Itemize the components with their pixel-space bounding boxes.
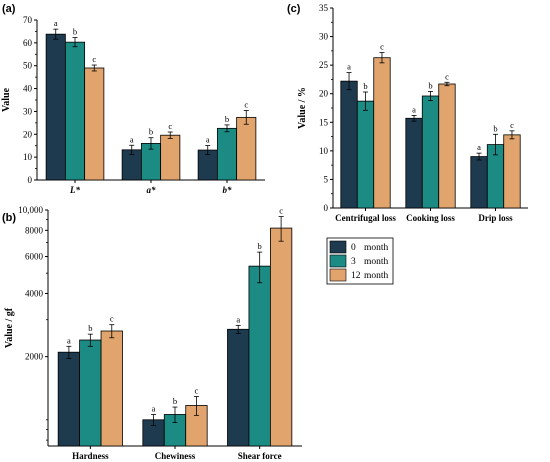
significance-letter: a [477, 142, 481, 152]
x-tick-label: L* [69, 185, 80, 195]
legend-swatch [329, 240, 347, 254]
bar [340, 80, 358, 209]
legend-unit: month [364, 271, 389, 281]
significance-letter: b [173, 396, 177, 406]
y-tick-label: 30 [319, 32, 329, 42]
y-tick-label: 25 [319, 60, 329, 70]
panel-c-label: (c) [287, 3, 301, 15]
legend-unit: month [364, 243, 389, 253]
significance-letter: a [152, 403, 156, 413]
x-tick-label: a* [147, 185, 157, 195]
x-tick-label: b* [223, 185, 233, 195]
significance-letter: a [412, 104, 416, 114]
bar [100, 330, 123, 447]
y-tick-label: 10,000 [18, 205, 43, 215]
y-tick-label: 60 [23, 38, 33, 48]
y-axis-title: Value / gf [4, 307, 15, 348]
bar [79, 339, 102, 447]
significance-letter: c [380, 42, 384, 52]
bar [421, 95, 440, 209]
y-tick-label: 0 [324, 203, 329, 213]
significance-letter: c [92, 54, 96, 64]
legend-swatch [329, 268, 347, 282]
x-tick-label: Centrifugal loss [335, 213, 396, 223]
y-tick-label: 4000 [25, 288, 44, 298]
y-tick-label: 50 [23, 61, 33, 71]
panel-b-label: (b) [2, 212, 16, 224]
y-tick-label: 10 [23, 152, 33, 162]
y-tick-label: 10 [319, 146, 329, 156]
y-tick-label: 40 [23, 84, 33, 94]
y-axis-title: Value [1, 87, 12, 112]
panel-c: (c) 0 5 10 15 20 25 30 35 Value / % a b c Centrifuga… [287, 3, 528, 223]
significance-letter: b [88, 323, 92, 333]
significance-letter: a [54, 18, 58, 28]
legend-number: 0 [351, 243, 356, 253]
y-tick-label: 15 [319, 117, 329, 127]
bar [470, 156, 488, 209]
significance-letter: c [110, 314, 114, 324]
panel-a-label: (a) [2, 3, 16, 15]
panel-a: (a) 0 10 20 30 40 50 60 70 Value a b c L* a b c a* a b c b* [1, 3, 265, 195]
significance-letter: b [428, 80, 432, 90]
bar [84, 67, 105, 181]
significance-letter: b [149, 127, 153, 137]
significance-letter: c [244, 100, 248, 110]
legend-number: 12 [351, 271, 361, 281]
significance-letter: c [445, 71, 449, 81]
bar [356, 100, 375, 209]
bar [64, 41, 86, 181]
y-tick-label: 30 [23, 106, 33, 116]
significance-letter: c [168, 121, 172, 131]
legend-swatch [329, 254, 347, 268]
bar [373, 57, 391, 209]
legend-unit: month [364, 257, 389, 267]
significance-letter: c [195, 386, 199, 396]
bar [248, 265, 271, 447]
bar [503, 134, 521, 209]
significance-letter: c [510, 120, 514, 130]
y-tick-label: 8000 [25, 225, 44, 235]
significance-letter: b [493, 123, 497, 133]
x-tick-label: Hardness [72, 451, 109, 461]
significance-letter: c [279, 206, 283, 216]
significance-letter: a [130, 134, 134, 144]
y-tick-label: 20 [23, 129, 33, 139]
x-tick-label: Cooking loss [406, 213, 455, 223]
bar [405, 117, 423, 209]
bar [438, 83, 456, 209]
bar [57, 351, 81, 447]
y-tick-label: 20 [319, 89, 329, 99]
x-tick-label: Shear force [238, 451, 282, 461]
significance-letter: b [258, 241, 262, 251]
panel-b: (b) 2000 4000 6000 8000 10,000 Value / gf a b c H… [2, 205, 302, 461]
y-tick-label: 5 [324, 174, 329, 184]
significance-letter: b [363, 81, 367, 91]
bar [216, 127, 238, 181]
y-tick-label: 6000 [25, 252, 44, 262]
y-tick-label: 70 [23, 15, 33, 25]
legend-number: 3 [351, 257, 356, 267]
bar [236, 116, 257, 181]
bar [160, 134, 181, 181]
bar [227, 328, 250, 447]
y-axis-title: Value / % [297, 87, 308, 129]
significance-letter: a [347, 62, 351, 72]
significance-letter: a [236, 314, 240, 324]
y-tick-label: 0 [28, 175, 33, 185]
significance-letter: a [67, 335, 71, 345]
bar [269, 227, 293, 447]
significance-letter: b [225, 114, 229, 124]
y-tick-label: 35 [319, 3, 329, 13]
significance-letter: b [73, 27, 77, 37]
y-tick-label: 2000 [25, 352, 44, 362]
x-tick-label: Chewiness [155, 451, 196, 461]
x-tick-label: Drip loss [478, 213, 513, 223]
significance-letter: a [206, 134, 210, 144]
bar [45, 33, 66, 181]
